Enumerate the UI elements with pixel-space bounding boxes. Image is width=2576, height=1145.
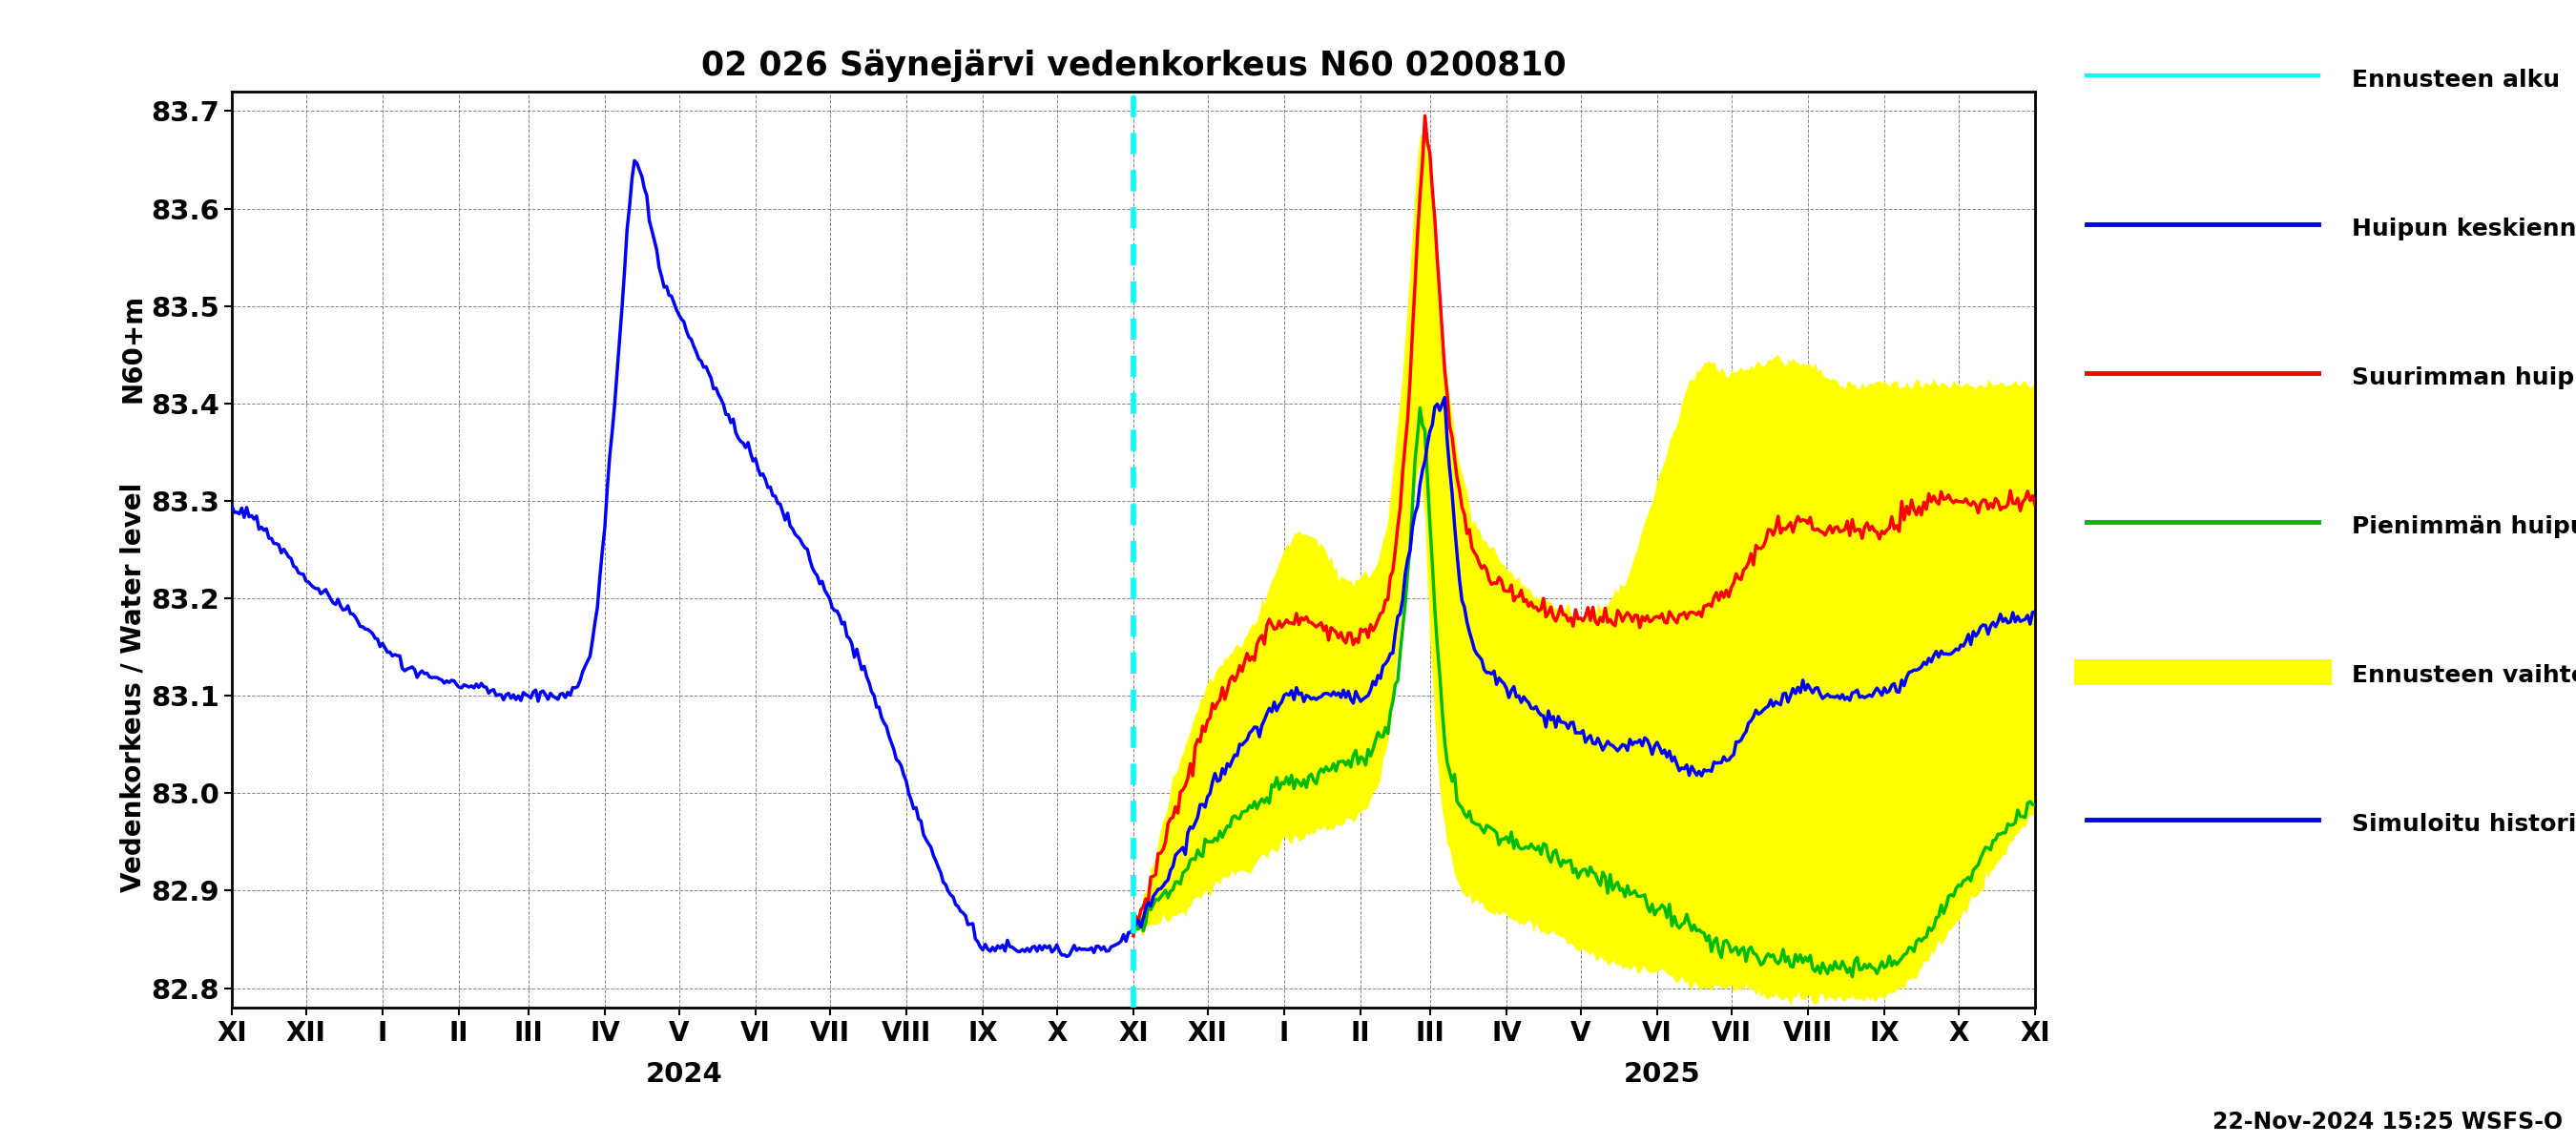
Text: 2024: 2024 <box>647 1061 721 1088</box>
Text: 2025: 2025 <box>1623 1061 1700 1088</box>
Text: Suurimman huipun ennuste: Suurimman huipun ennuste <box>2352 366 2576 389</box>
Text: Simuloitu historia: Simuloitu historia <box>2352 813 2576 836</box>
Text: Pienimmän huipun ennuste: Pienimmän huipun ennuste <box>2352 515 2576 538</box>
Text: 22-Nov-2024 15:25 WSFS-O: 22-Nov-2024 15:25 WSFS-O <box>2213 1111 2563 1134</box>
Text: Ennusteen vaihteluväli: Ennusteen vaihteluväli <box>2352 664 2576 687</box>
Text: N60+m: N60+m <box>118 293 147 403</box>
Text: Ennusteen alku: Ennusteen alku <box>2352 69 2561 92</box>
Title: 02 026 Säynejärvi vedenkorkeus N60 0200810: 02 026 Säynejärvi vedenkorkeus N60 02008… <box>701 49 1566 82</box>
Text: Vedenkorkeus / Water level: Vedenkorkeus / Water level <box>118 482 147 892</box>
Text: Huipun keskiennuste: Huipun keskiennuste <box>2352 218 2576 240</box>
